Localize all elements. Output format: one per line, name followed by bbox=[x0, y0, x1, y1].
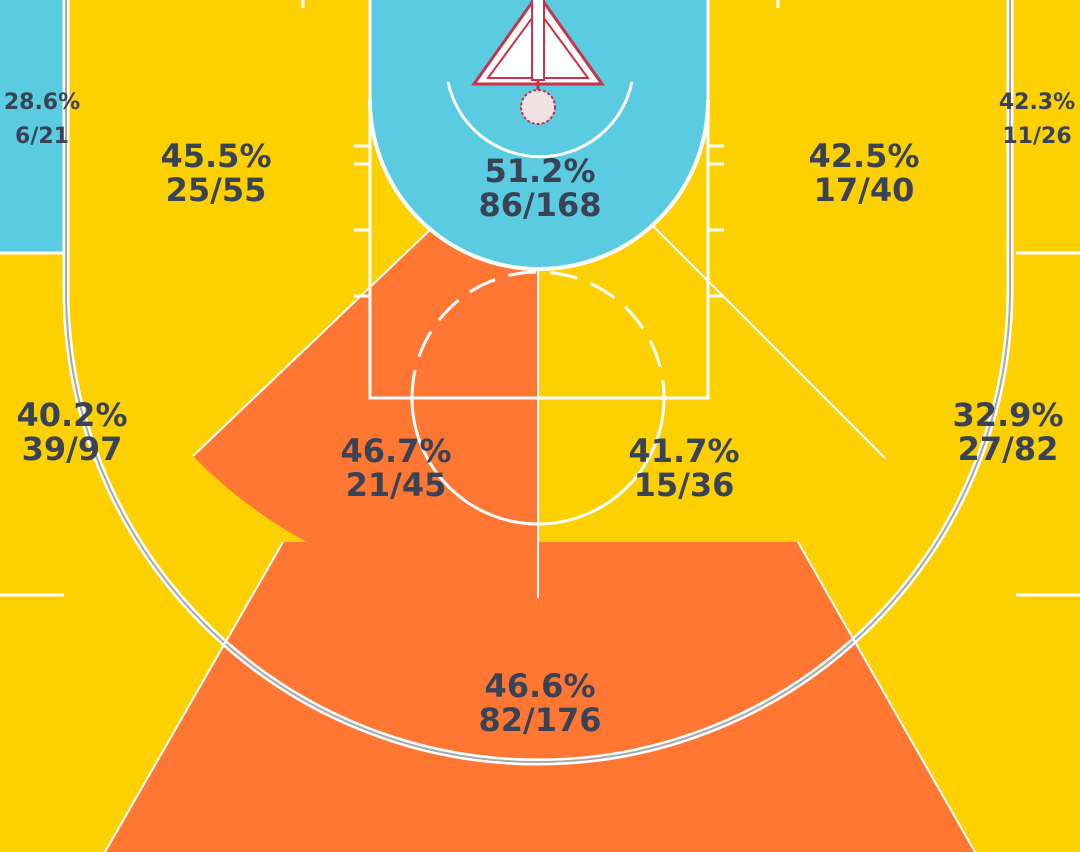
restricted-outline bbox=[368, 99, 710, 271]
zone-pct-right-baseline-mid: 42.5% bbox=[808, 137, 919, 175]
zone-pct-left-corner-three: 28.6% bbox=[4, 90, 80, 115]
zone-pct-left-wing-three: 40.2% bbox=[16, 396, 127, 434]
zone-pct-left-baseline-mid: 45.5% bbox=[160, 137, 271, 175]
zone-top-of-key-three[interactable] bbox=[105, 542, 975, 852]
zone-fraction-left-baseline-mid: 25/55 bbox=[166, 171, 267, 209]
zone-pct-restricted-area: 51.2% bbox=[484, 152, 595, 190]
zone-fraction-right-elbow-mid: 15/36 bbox=[634, 466, 735, 504]
zone-left-corner-three[interactable] bbox=[0, 0, 64, 253]
restricted-area-arc bbox=[446, 81, 634, 159]
zone-divider-left bbox=[192, 227, 433, 457]
zone-right-corner-three[interactable] bbox=[1016, 0, 1080, 253]
zone-fraction-right-corner-three: 11/26 bbox=[1002, 124, 1071, 149]
free-throw-circle-upper bbox=[410, 270, 666, 399]
zone-fraction-left-corner-three: 6/21 bbox=[15, 124, 69, 149]
zone-restricted-area[interactable] bbox=[370, 0, 708, 269]
zone-fraction-restricted-area: 86/168 bbox=[478, 186, 601, 224]
zone-pct-right-elbow-mid: 41.7% bbox=[628, 432, 739, 470]
zone-divider-right bbox=[651, 224, 886, 459]
hoop-icon bbox=[471, 0, 605, 125]
zone-pct-top-of-key-three: 46.6% bbox=[484, 667, 595, 705]
zone-fraction-left-elbow-mid: 21/45 bbox=[346, 466, 447, 504]
zone-labels: 28.6% 6/21 42.3% 11/26 45.5% 25/55 51.2%… bbox=[4, 90, 1075, 739]
zone-pct-right-corner-three: 42.3% bbox=[999, 90, 1075, 115]
zone-pct-right-wing-three: 32.9% bbox=[952, 396, 1063, 434]
zone-divider-top-right bbox=[797, 541, 976, 852]
zone-fraction-left-wing-three: 39/97 bbox=[22, 430, 123, 468]
zone-fraction-right-baseline-mid: 17/40 bbox=[814, 171, 915, 209]
three-point-arc-inner bbox=[65, 0, 1011, 763]
zone-divider-top-left bbox=[104, 541, 284, 852]
zone-fraction-right-wing-three: 27/82 bbox=[958, 430, 1059, 468]
zone-pct-left-elbow-mid: 46.7% bbox=[340, 432, 451, 470]
zone-fraction-top-of-key-three: 82/176 bbox=[478, 701, 601, 739]
zone-left-elbow-mid[interactable] bbox=[193, 228, 538, 599]
